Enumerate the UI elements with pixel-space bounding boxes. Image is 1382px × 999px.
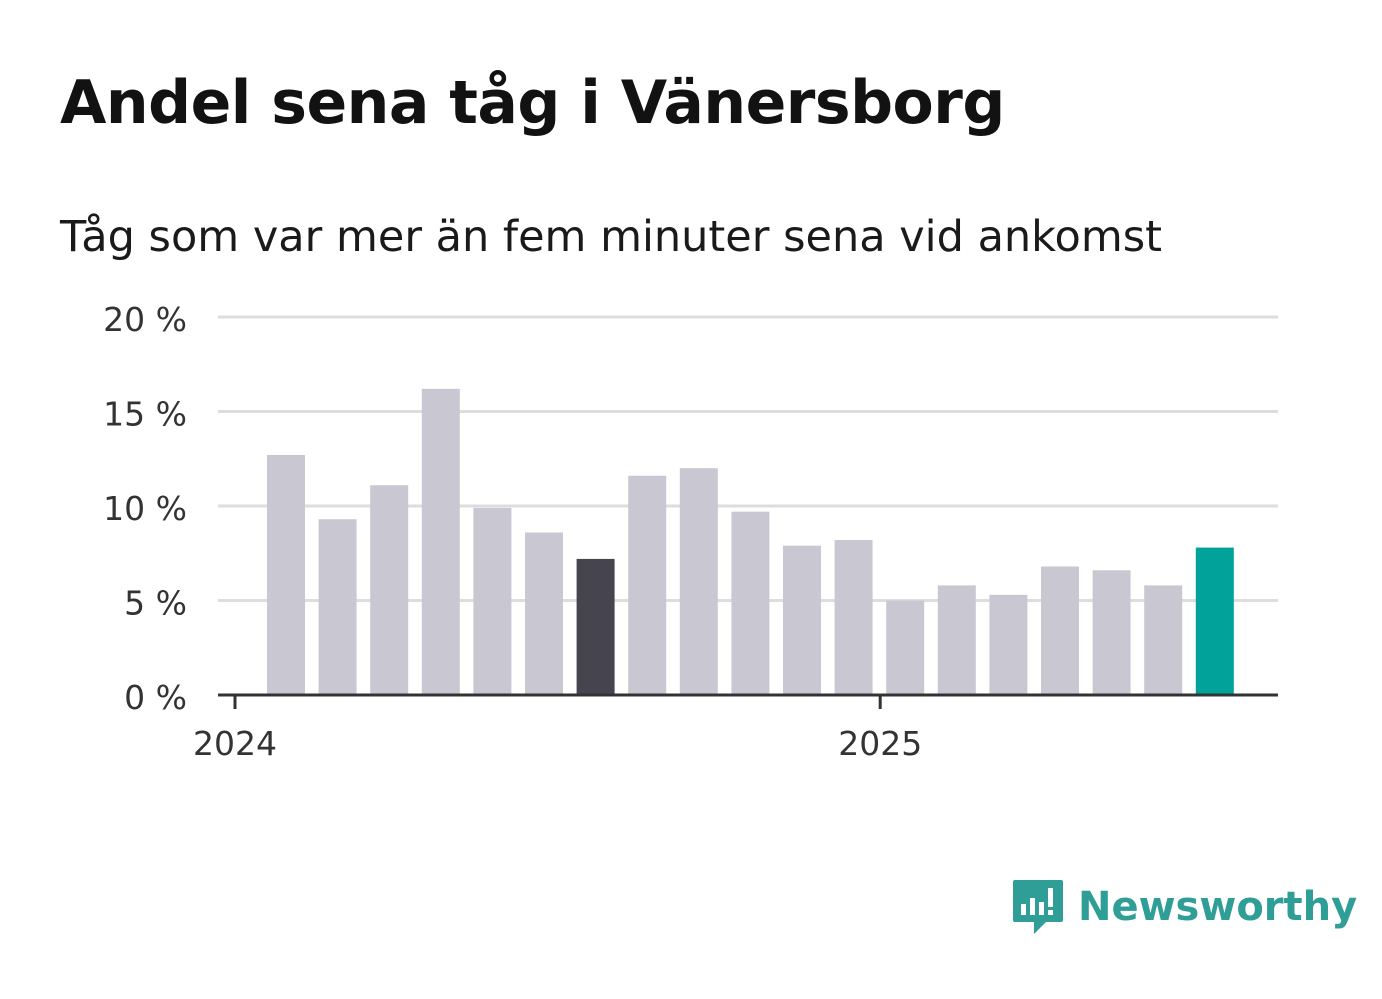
x-tick-label: 2025 [838, 724, 922, 763]
bars [267, 388, 1234, 695]
x-tick-label: 2024 [193, 724, 277, 763]
bar-2024-04 [421, 388, 460, 695]
y-tick-label: 20 % [103, 300, 187, 339]
chart-title: Andel sena tåg i Vänersborg [60, 68, 1005, 138]
bar-2024-12 [834, 540, 873, 695]
bar-2024-05 [473, 507, 512, 695]
bar-2024-02 [318, 519, 357, 695]
chart-subtitle: Tåg som var mer än fem minuter sena vid … [60, 212, 1163, 262]
bar-2025-02 [937, 585, 976, 695]
bar-2025-06 [1144, 585, 1183, 695]
bar-2024-11 [783, 545, 821, 695]
bar-2024-06 [525, 532, 563, 695]
bar-2025-01 [886, 600, 925, 695]
y-tick-label: 0 % [124, 678, 187, 717]
bar-2024-09 [679, 468, 718, 695]
y-tick-label: 10 % [103, 489, 187, 528]
bar-2025-04 [1041, 566, 1079, 695]
bar-2025-03 [989, 594, 1028, 695]
axes: 0 % 5 % 10 % 15 % 20 % 2024 2025 [103, 300, 1278, 763]
brand: Newsworthy [1010, 876, 1357, 938]
bar-2024-10 [731, 511, 770, 695]
y-tick-label: 15 % [103, 395, 187, 434]
bar-2024-08 [628, 475, 667, 695]
bar-2025-05 [1092, 570, 1131, 695]
newsworthy-logo-icon [1013, 880, 1063, 934]
bar-2024-07 [576, 558, 615, 695]
bar-2024-03 [370, 485, 409, 695]
y-tick-label: 5 % [124, 584, 187, 623]
bar-2024-01 [267, 454, 305, 695]
bar-2025-07 [1195, 547, 1234, 695]
brand-name: Newsworthy [1078, 884, 1358, 930]
